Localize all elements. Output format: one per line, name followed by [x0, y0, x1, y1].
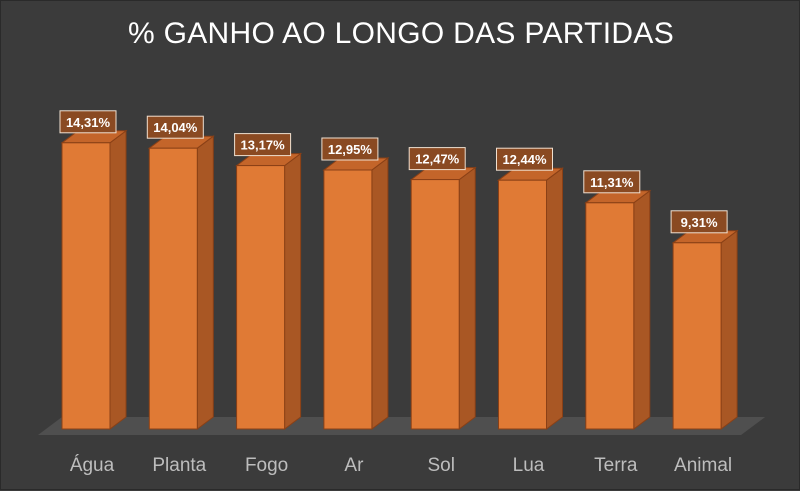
chart-floor [38, 417, 766, 435]
bar [323, 169, 373, 430]
data-label: 12,47% [415, 152, 460, 167]
data-label: 14,04% [153, 120, 198, 135]
bar [410, 179, 460, 430]
data-label: 12,95% [328, 142, 373, 157]
bar-side [458, 166, 476, 430]
category-label: Sol [427, 455, 454, 476]
bar [672, 242, 722, 430]
chart-title: % GANHO AO LONGO DAS PARTIDAS [127, 17, 675, 50]
data-label-box [59, 110, 117, 134]
data-label-box [670, 210, 728, 234]
bar-side [633, 189, 651, 430]
category-label: Planta [152, 455, 206, 476]
data-label: 9,31% [681, 215, 718, 230]
bar-side [546, 167, 563, 430]
data-label-box [408, 147, 466, 171]
bar-side [284, 152, 302, 430]
bar-side [371, 157, 389, 430]
data-label-box [234, 133, 292, 157]
bar-side [196, 135, 214, 430]
data-label-box [583, 170, 641, 194]
bar [61, 142, 111, 430]
category-label: Animal [674, 455, 732, 476]
bar [236, 165, 286, 430]
bar-side [720, 229, 738, 430]
bar [148, 147, 198, 430]
category-label: Fogo [245, 455, 288, 476]
category-label: Água [70, 455, 115, 476]
data-label-box [146, 115, 204, 139]
bar-side [109, 129, 127, 430]
category-label: Lua [513, 455, 545, 476]
category-label: Ar [344, 455, 364, 476]
data-label-box [321, 137, 379, 161]
data-label: 14,31% [66, 115, 111, 130]
data-label: 12,44% [502, 152, 547, 167]
category-label: Terra [594, 455, 638, 476]
data-label-box [496, 147, 553, 171]
bar [498, 179, 547, 430]
data-label: 13,17% [241, 138, 286, 153]
data-label: 11,31% [590, 175, 634, 190]
bar [585, 202, 635, 430]
